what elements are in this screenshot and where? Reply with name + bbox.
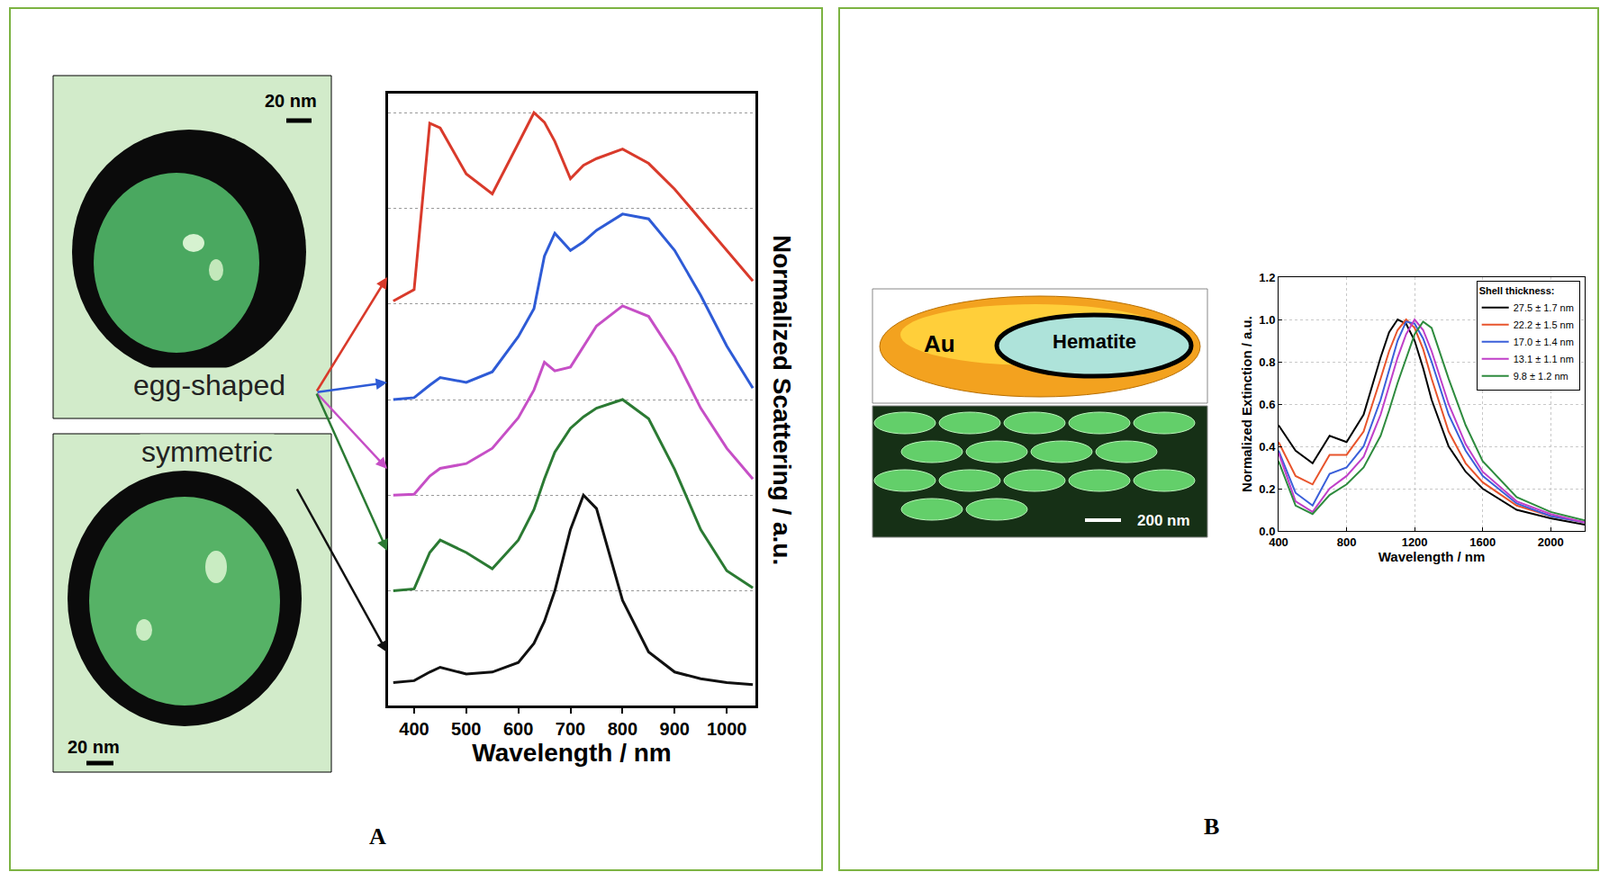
svg-text:1200: 1200 — [1401, 535, 1429, 550]
svg-text:0.2: 0.2 — [1258, 482, 1275, 497]
svg-text:Normalized Extinction / a.u.: Normalized Extinction / a.u. — [1238, 316, 1255, 493]
svg-text:B: B — [1203, 813, 1220, 841]
svg-text:17.0 ± 1.4 nm: 17.0 ± 1.4 nm — [1513, 336, 1574, 348]
svg-text:2000: 2000 — [1537, 535, 1564, 550]
svg-text:1600: 1600 — [1469, 535, 1496, 550]
svg-text:symmetric: symmetric — [141, 435, 273, 469]
svg-text:200 nm: 200 nm — [1137, 512, 1191, 530]
svg-text:800: 800 — [607, 719, 638, 740]
svg-text:9.8 ± 1.2 nm: 9.8 ± 1.2 nm — [1513, 370, 1569, 382]
svg-text:700: 700 — [555, 719, 586, 740]
svg-text:0.6: 0.6 — [1258, 397, 1275, 412]
svg-text:22.2 ± 1.5 nm: 22.2 ± 1.5 nm — [1513, 319, 1574, 331]
svg-text:800: 800 — [1337, 535, 1357, 550]
svg-text:20 nm: 20 nm — [264, 90, 317, 111]
svg-text:Hematite: Hematite — [1052, 330, 1137, 353]
svg-text:500: 500 — [451, 719, 481, 740]
svg-text:0.0: 0.0 — [1258, 524, 1275, 539]
svg-text:A: A — [369, 823, 387, 850]
svg-text:1.2: 1.2 — [1258, 271, 1275, 285]
svg-text:0.8: 0.8 — [1258, 355, 1275, 370]
svg-text:13.1 ± 1.1 nm: 13.1 ± 1.1 nm — [1513, 353, 1574, 365]
svg-text:400: 400 — [1268, 535, 1289, 550]
svg-text:Shell thickness:: Shell thickness: — [1479, 285, 1555, 297]
svg-text:Normalized Scattering / a.u.: Normalized Scattering / a.u. — [768, 235, 796, 566]
svg-text:Wavelength / nm: Wavelength / nm — [471, 739, 671, 768]
svg-text:1.0: 1.0 — [1258, 313, 1275, 327]
svg-text:600: 600 — [503, 719, 534, 740]
svg-text:400: 400 — [398, 719, 429, 740]
svg-text:Wavelength / nm: Wavelength / nm — [1378, 549, 1486, 565]
svg-text:27.5 ± 1.7 nm: 27.5 ± 1.7 nm — [1513, 302, 1574, 314]
svg-text:20 nm: 20 nm — [67, 737, 120, 758]
svg-text:1000: 1000 — [706, 719, 748, 740]
svg-text:egg-shaped: egg-shaped — [133, 369, 286, 402]
svg-text:900: 900 — [659, 719, 690, 740]
svg-text:Au: Au — [923, 330, 956, 358]
svg-text:0.4: 0.4 — [1258, 440, 1276, 454]
